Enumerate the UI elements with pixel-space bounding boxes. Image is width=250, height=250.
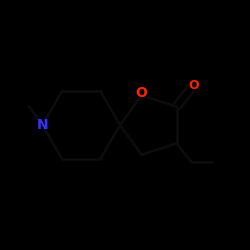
Text: O: O [136,86,147,100]
Text: O: O [189,79,199,92]
Text: N: N [37,118,48,132]
